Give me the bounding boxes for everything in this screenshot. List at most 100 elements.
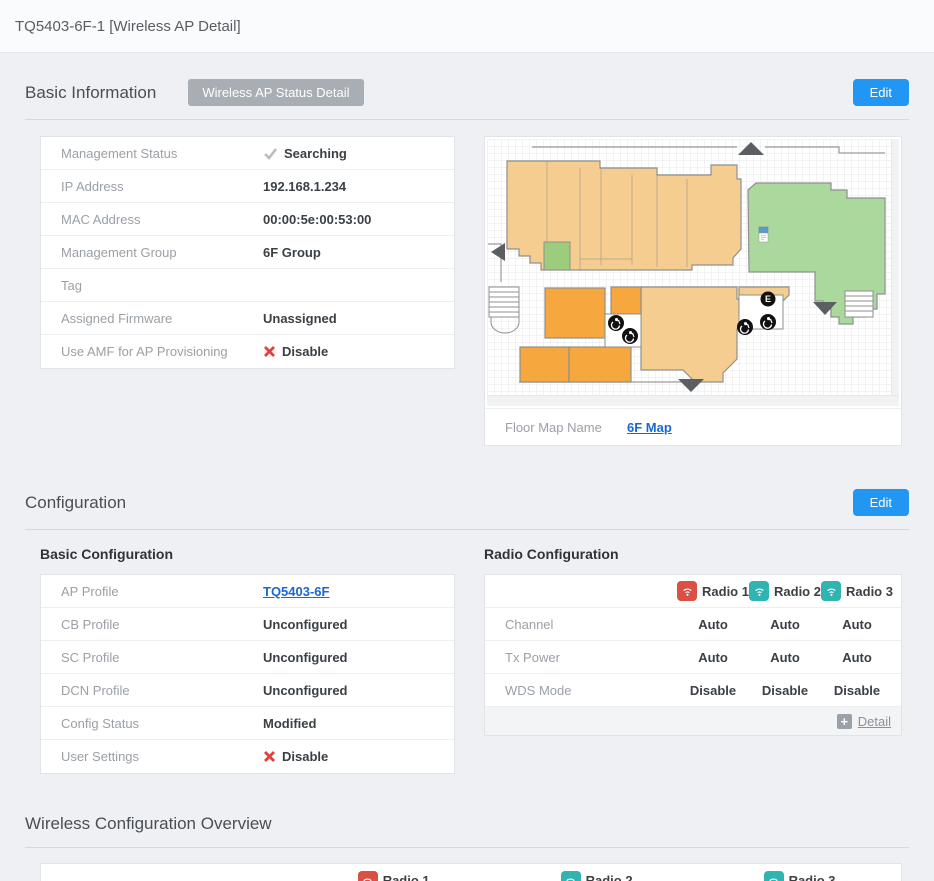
floor-map-link[interactable]: 6F Map bbox=[627, 419, 672, 435]
radio1-column-header: Radio 1 bbox=[292, 870, 495, 881]
table-row: SC Profile Unconfigured bbox=[41, 641, 454, 674]
row-value: Unassigned bbox=[263, 310, 337, 326]
wireless-overview-title: Wireless Configuration Overview bbox=[25, 814, 272, 833]
section-divider bbox=[25, 119, 909, 120]
row-label: IP Address bbox=[61, 178, 124, 194]
row-label: Management Group bbox=[61, 244, 177, 260]
row-label: Management Status bbox=[61, 145, 178, 161]
floor-map-image: E bbox=[487, 139, 895, 395]
row-value: 6F Group bbox=[263, 244, 321, 260]
radio-table-footer: + Detail bbox=[485, 707, 901, 735]
map-vertical-scrollbar[interactable] bbox=[891, 139, 899, 395]
section-divider bbox=[25, 847, 909, 848]
wifi-icon bbox=[677, 581, 698, 601]
radio2-value: Auto bbox=[770, 616, 800, 632]
overview-table-header: Radio 1 Radio 2 Radio 3 bbox=[41, 864, 901, 881]
table-row: AP Profile TQ5403-6F bbox=[41, 575, 454, 608]
radio3-value: Auto bbox=[842, 616, 872, 632]
basic-information-edit-button[interactable]: Edit bbox=[852, 79, 909, 106]
radio3-column-header: Radio 3 bbox=[821, 581, 893, 601]
cross-icon bbox=[264, 751, 275, 762]
radio1-value: Auto bbox=[698, 649, 728, 665]
table-row: Assigned Firmware Unassigned bbox=[41, 302, 454, 335]
row-value: Modified bbox=[263, 715, 317, 731]
table-row: Use AMF for AP Provisioning Disable bbox=[41, 335, 454, 368]
radio1-value: Disable bbox=[689, 682, 737, 698]
radio1-column-header: Radio 1 bbox=[677, 581, 749, 601]
table-row: DCN Profile Unconfigured bbox=[41, 674, 454, 707]
cross-icon bbox=[264, 346, 275, 357]
basic-information-header: Basic Information Wireless AP Status Det… bbox=[25, 79, 909, 106]
row-value: Disable bbox=[263, 749, 328, 764]
elevator-icon: E bbox=[760, 291, 776, 307]
configuration-header: Configuration Edit bbox=[25, 489, 909, 516]
row-label: User Settings bbox=[61, 749, 140, 764]
radio2-value: Disable bbox=[761, 682, 809, 698]
wireless-overview-table: Radio 1 Radio 2 Radio 3 bbox=[40, 863, 902, 881]
row-label: CB Profile bbox=[61, 616, 120, 632]
basic-information-table: Management Status Searching IP Address 1… bbox=[40, 136, 455, 369]
row-label: SC Profile bbox=[61, 649, 120, 665]
radio-configuration-table: Radio 1 Radio 2 Radio 3 bbox=[484, 574, 902, 736]
row-value: Unconfigured bbox=[263, 616, 348, 632]
row-value: Searching bbox=[263, 146, 347, 161]
row-label: Config Status bbox=[61, 715, 140, 731]
wifi-icon bbox=[821, 581, 842, 601]
radio3-value: Auto bbox=[842, 649, 872, 665]
table-row: Channel Auto Auto Auto bbox=[485, 608, 901, 641]
row-value: Unconfigured bbox=[263, 682, 348, 698]
row-value: Disable bbox=[263, 344, 328, 359]
table-row: Tx Power Auto Auto Auto bbox=[485, 641, 901, 674]
ap-profile-link[interactable]: TQ5403-6F bbox=[263, 583, 330, 599]
row-label: Assigned Firmware bbox=[61, 310, 173, 326]
radio2-value: Auto bbox=[770, 649, 800, 665]
table-row: WDS Mode Disable Disable Disable bbox=[485, 674, 901, 707]
basic-configuration-title: Basic Configuration bbox=[40, 546, 174, 562]
map-horizontal-scrollbar[interactable] bbox=[487, 395, 899, 406]
map-arrow-icons bbox=[491, 142, 837, 392]
table-row: MAC Address 00:00:5e:00:53:00 bbox=[41, 203, 454, 236]
wifi-icon bbox=[763, 870, 784, 881]
radio-table-header: Radio 1 Radio 2 Radio 3 bbox=[485, 575, 901, 608]
row-label: Tx Power bbox=[505, 649, 560, 665]
table-row: IP Address 192.168.1.234 bbox=[41, 170, 454, 203]
radio1-value: Auto bbox=[698, 616, 728, 632]
title-bar: TQ5403-6F-1 [Wireless AP Detail] bbox=[0, 0, 934, 53]
configuration-title: Configuration bbox=[25, 492, 127, 512]
row-label: DCN Profile bbox=[61, 682, 130, 698]
table-row: Tag bbox=[41, 269, 454, 302]
basic-information-title: Basic Information bbox=[25, 82, 157, 102]
row-label: MAC Address bbox=[61, 211, 141, 227]
row-label: Tag bbox=[61, 277, 82, 293]
wireless-ap-status-detail-button[interactable]: Wireless AP Status Detail bbox=[188, 79, 364, 106]
wifi-icon bbox=[560, 870, 581, 881]
wifi-icon bbox=[357, 870, 378, 881]
configuration-edit-button[interactable]: Edit bbox=[852, 489, 909, 516]
floor-map-viewport: E bbox=[487, 139, 899, 406]
plus-icon[interactable]: + bbox=[836, 713, 852, 729]
table-row: Management Status Searching bbox=[41, 137, 454, 170]
radio3-column-header: Radio 3 bbox=[698, 870, 901, 881]
floor-map-card: E Floor Map Name 6F Map bbox=[484, 136, 902, 446]
row-value: 00:00:5e:00:53:00 bbox=[263, 211, 372, 227]
row-label: AP Profile bbox=[61, 583, 119, 599]
wifi-icon bbox=[749, 581, 770, 601]
wireless-overview-header: Wireless Configuration Overview bbox=[25, 814, 909, 834]
row-value: 192.168.1.234 bbox=[263, 178, 347, 194]
radio-detail-link[interactable]: Detail bbox=[857, 713, 891, 729]
row-label: Use AMF for AP Provisioning bbox=[61, 344, 228, 359]
section-divider bbox=[25, 529, 909, 530]
radio2-column-header: Radio 2 bbox=[495, 870, 698, 881]
ap-marker[interactable] bbox=[758, 226, 769, 243]
radio-configuration-title: Radio Configuration bbox=[484, 546, 619, 562]
basic-configuration-table: AP Profile TQ5403-6F CB Profile Unconfig… bbox=[40, 574, 455, 774]
row-value: Unconfigured bbox=[263, 649, 348, 665]
table-row: Management Group 6F Group bbox=[41, 236, 454, 269]
table-row: User Settings Disable bbox=[41, 740, 454, 773]
page-title: TQ5403-6F-1 [Wireless AP Detail] bbox=[15, 17, 241, 35]
floor-map-name-row: Floor Map Name 6F Map bbox=[485, 408, 901, 445]
table-row: CB Profile Unconfigured bbox=[41, 608, 454, 641]
radio2-column-header: Radio 2 bbox=[749, 581, 821, 601]
row-label: Channel bbox=[505, 616, 554, 632]
row-label: WDS Mode bbox=[505, 682, 572, 698]
